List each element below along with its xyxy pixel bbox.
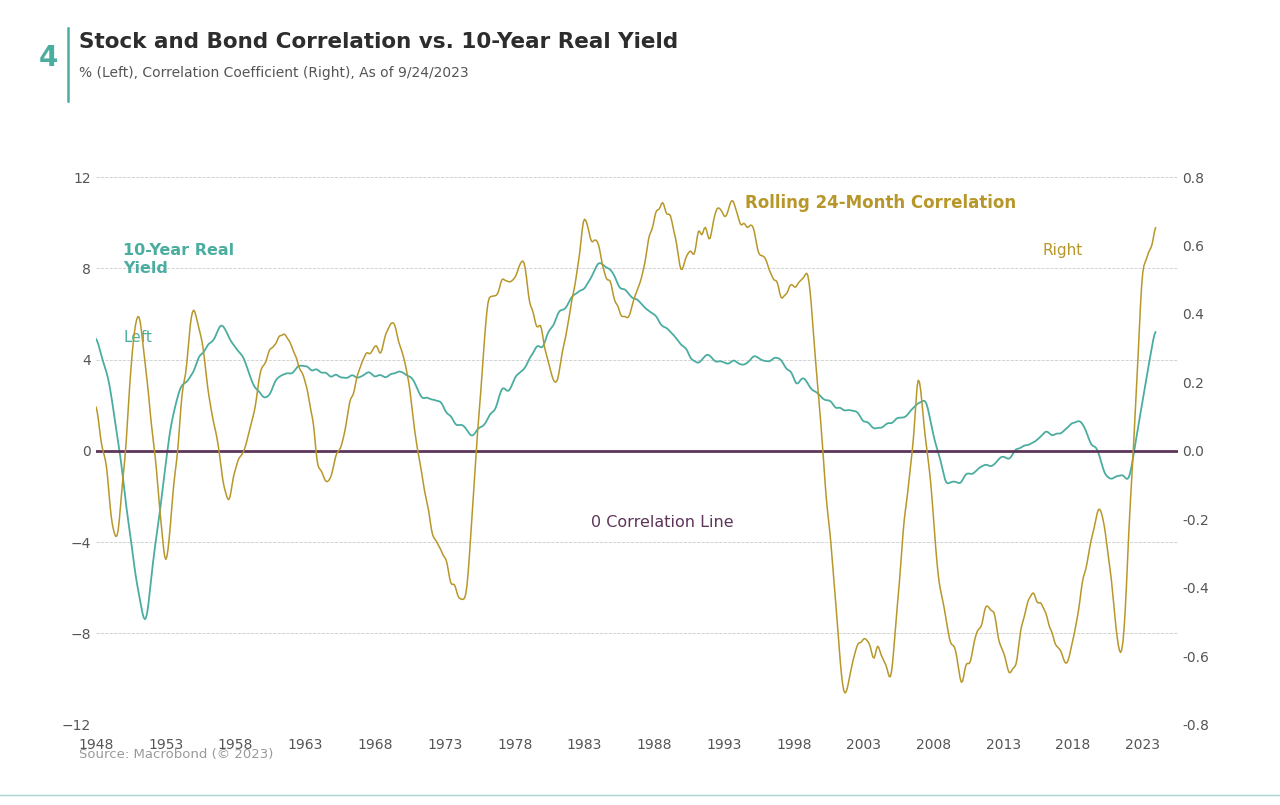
Text: 4: 4: [38, 44, 59, 72]
Text: Source: Macrobond (© 2023): Source: Macrobond (© 2023): [79, 748, 274, 761]
Text: 0 Correlation Line: 0 Correlation Line: [591, 514, 733, 530]
Text: Right: Right: [1042, 243, 1083, 258]
Text: Rolling 24-Month Correlation: Rolling 24-Month Correlation: [745, 193, 1016, 212]
Text: Stock and Bond Correlation vs. 10-Year Real Yield: Stock and Bond Correlation vs. 10-Year R…: [79, 32, 678, 52]
Text: 10-Year Real
Yield: 10-Year Real Yield: [123, 243, 234, 276]
Text: Left: Left: [123, 330, 152, 345]
Text: % (Left), Correlation Coefficient (Right), As of 9/24/2023: % (Left), Correlation Coefficient (Right…: [79, 66, 468, 80]
